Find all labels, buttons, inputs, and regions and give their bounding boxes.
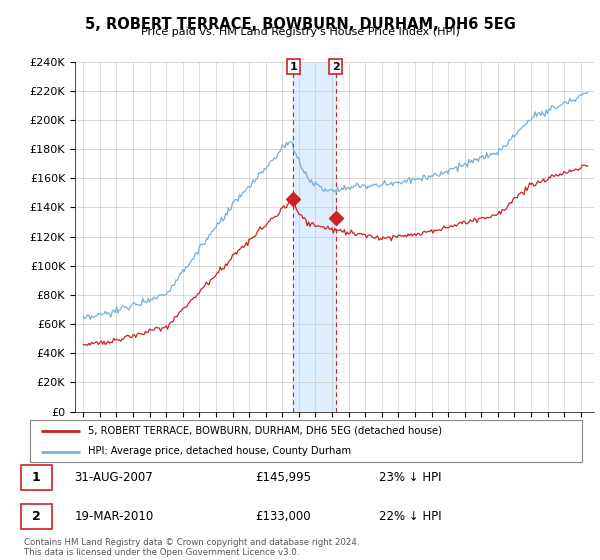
Text: 2: 2 — [332, 62, 340, 72]
FancyBboxPatch shape — [30, 420, 582, 462]
Bar — [293, 62, 335, 412]
Text: 1: 1 — [290, 62, 297, 72]
Text: 22% ↓ HPI: 22% ↓ HPI — [379, 510, 442, 523]
Text: Price paid vs. HM Land Registry's House Price Index (HPI): Price paid vs. HM Land Registry's House … — [140, 27, 460, 37]
Text: 31-AUG-2007: 31-AUG-2007 — [74, 471, 153, 484]
Text: 1: 1 — [32, 471, 41, 484]
Text: HPI: Average price, detached house, County Durham: HPI: Average price, detached house, Coun… — [88, 446, 351, 456]
FancyBboxPatch shape — [21, 504, 52, 529]
Text: 19-MAR-2010: 19-MAR-2010 — [74, 510, 154, 523]
FancyBboxPatch shape — [21, 465, 52, 490]
Text: 5, ROBERT TERRACE, BOWBURN, DURHAM, DH6 5EG: 5, ROBERT TERRACE, BOWBURN, DURHAM, DH6 … — [85, 17, 515, 32]
Text: £133,000: £133,000 — [255, 510, 311, 523]
Text: £145,995: £145,995 — [255, 471, 311, 484]
Text: 2: 2 — [32, 510, 41, 523]
Text: Contains HM Land Registry data © Crown copyright and database right 2024.
This d: Contains HM Land Registry data © Crown c… — [24, 538, 359, 557]
Text: 5, ROBERT TERRACE, BOWBURN, DURHAM, DH6 5EG (detached house): 5, ROBERT TERRACE, BOWBURN, DURHAM, DH6 … — [88, 426, 442, 436]
Text: 23% ↓ HPI: 23% ↓ HPI — [379, 471, 442, 484]
